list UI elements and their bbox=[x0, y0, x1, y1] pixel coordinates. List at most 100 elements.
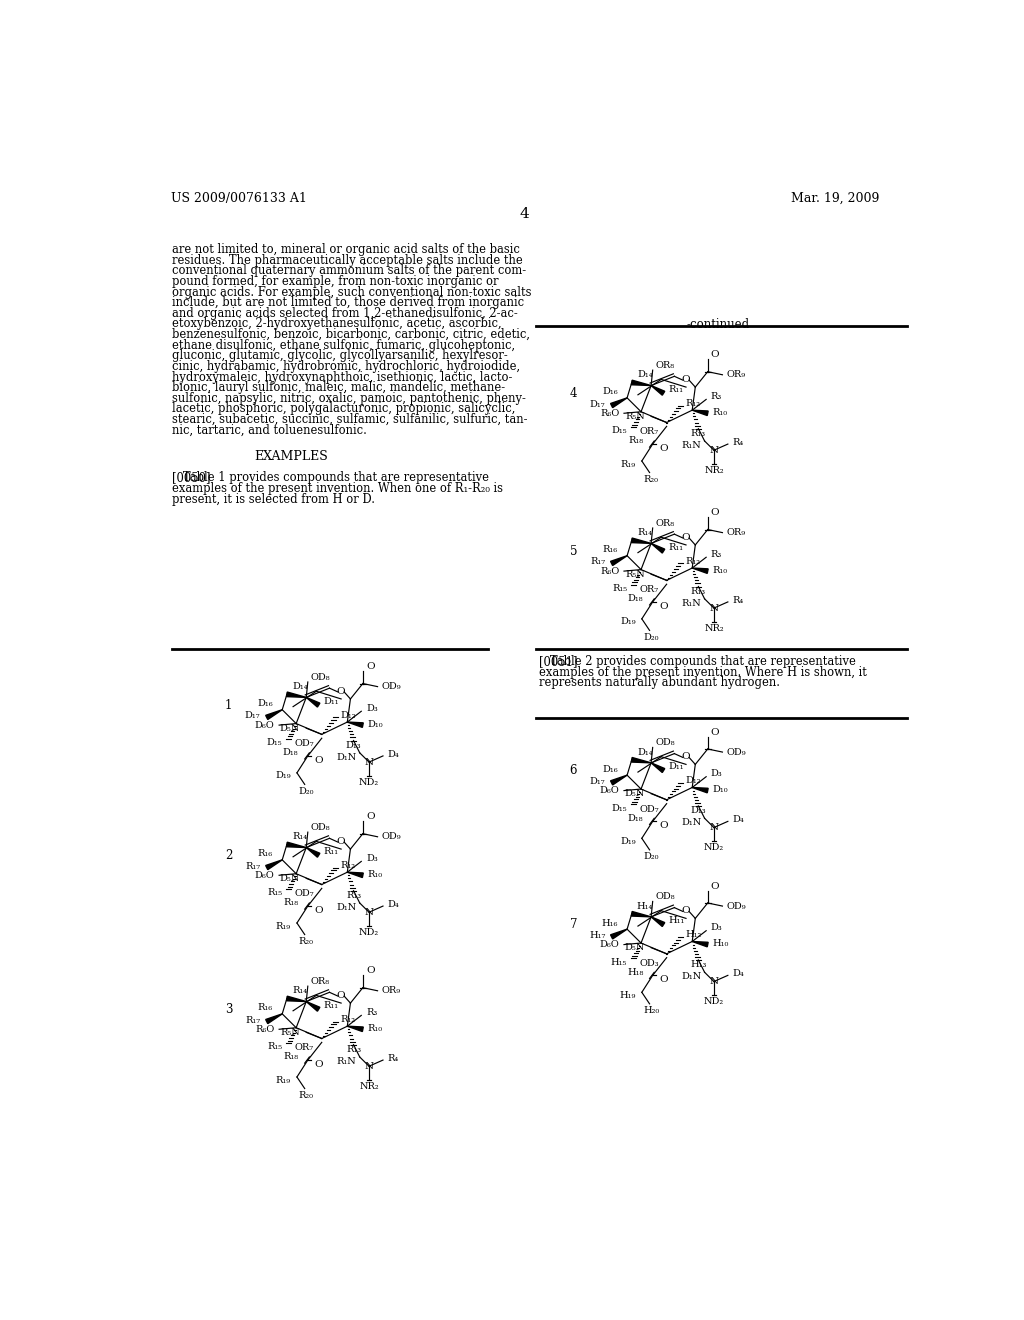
Text: R₁₄: R₁₄ bbox=[293, 986, 307, 995]
Polygon shape bbox=[306, 1002, 319, 1011]
Polygon shape bbox=[265, 1014, 283, 1023]
Polygon shape bbox=[692, 941, 709, 946]
Text: [0051]: [0051] bbox=[539, 655, 578, 668]
Text: D₄: D₄ bbox=[388, 750, 399, 759]
Text: R₁₁: R₁₁ bbox=[324, 847, 338, 855]
Text: H₁₈: H₁₈ bbox=[627, 968, 643, 977]
Text: OD₃: OD₃ bbox=[640, 958, 659, 968]
Text: D₂₀: D₂₀ bbox=[299, 787, 314, 796]
Polygon shape bbox=[347, 873, 364, 878]
Polygon shape bbox=[306, 847, 319, 857]
Text: cinic, hydrabamic, hydrobromic, hydrochloric, hydroiodide,: cinic, hydrabamic, hydrobromic, hydrochl… bbox=[172, 360, 520, 374]
Text: D₁₇: D₁₇ bbox=[245, 711, 260, 721]
Text: H₁₇: H₁₇ bbox=[589, 931, 605, 940]
Text: D₅N: D₅N bbox=[625, 789, 645, 799]
Text: R₂₀: R₂₀ bbox=[299, 1092, 313, 1100]
Text: bionic, lauryl sulfonic, maleic, malic, mandelic, methane-: bionic, lauryl sulfonic, maleic, malic, … bbox=[172, 381, 505, 395]
Text: H₂₀: H₂₀ bbox=[643, 1006, 659, 1015]
Text: R₁₆: R₁₆ bbox=[258, 849, 273, 858]
Text: OD₈: OD₈ bbox=[655, 892, 676, 902]
Text: O: O bbox=[711, 508, 720, 517]
Text: D₁₇: D₁₇ bbox=[590, 400, 605, 408]
Text: NR₂: NR₂ bbox=[705, 466, 724, 475]
Text: D₁₅: D₁₅ bbox=[266, 738, 283, 747]
Text: D₆O: D₆O bbox=[255, 721, 274, 730]
Text: D₁₄: D₁₄ bbox=[292, 682, 308, 692]
Text: 7: 7 bbox=[569, 917, 578, 931]
Text: R₁₅: R₁₅ bbox=[267, 888, 283, 898]
Text: R₄: R₄ bbox=[732, 595, 743, 605]
Text: OD₇: OD₇ bbox=[295, 739, 314, 748]
Text: D₅N: D₅N bbox=[625, 944, 645, 952]
Text: R₂₀: R₂₀ bbox=[299, 937, 313, 946]
Polygon shape bbox=[610, 397, 627, 408]
Text: D₃: D₃ bbox=[711, 923, 723, 932]
Polygon shape bbox=[651, 763, 665, 772]
Polygon shape bbox=[306, 697, 319, 708]
Text: O: O bbox=[658, 821, 668, 830]
Text: R₁₁: R₁₁ bbox=[669, 385, 683, 393]
Polygon shape bbox=[265, 859, 283, 870]
Text: EXAMPLES: EXAMPLES bbox=[254, 450, 328, 463]
Text: N: N bbox=[365, 758, 374, 767]
Text: R₁₀: R₁₀ bbox=[713, 408, 727, 417]
Text: R₁₀: R₁₀ bbox=[713, 566, 727, 574]
Text: and organic acids selected from 1,2-ethanedisulfonic, 2-ac-: and organic acids selected from 1,2-etha… bbox=[172, 306, 518, 319]
Text: O: O bbox=[711, 882, 720, 891]
Text: R₁₂: R₁₂ bbox=[685, 399, 700, 408]
Text: R₁₈: R₁₈ bbox=[284, 899, 299, 907]
Text: ND₂: ND₂ bbox=[703, 843, 724, 851]
Text: R₁₂: R₁₂ bbox=[340, 1015, 355, 1024]
Text: OR₇: OR₇ bbox=[640, 585, 658, 594]
Polygon shape bbox=[651, 917, 665, 927]
Text: OD₇: OD₇ bbox=[640, 805, 659, 813]
Text: stearic, subacetic, succinic, sulfamic, sulfanilic, sulfuric, tan-: stearic, subacetic, succinic, sulfamic, … bbox=[172, 413, 527, 426]
Text: [0050]: [0050] bbox=[172, 471, 211, 484]
Text: O: O bbox=[337, 686, 345, 696]
Text: residues. The pharmaceutically acceptable salts include the: residues. The pharmaceutically acceptabl… bbox=[172, 253, 523, 267]
Text: D₁₅: D₁₅ bbox=[611, 426, 627, 436]
Text: OR₈: OR₈ bbox=[655, 519, 675, 528]
Text: -continued: -continued bbox=[687, 318, 751, 331]
Text: R₅N: R₅N bbox=[626, 412, 645, 421]
Text: 4: 4 bbox=[520, 207, 529, 220]
Text: D₂₀: D₂₀ bbox=[643, 853, 658, 861]
Polygon shape bbox=[632, 539, 651, 544]
Text: OR₈: OR₈ bbox=[655, 362, 675, 370]
Text: present, it is selected from H or D.: present, it is selected from H or D. bbox=[172, 492, 375, 506]
Polygon shape bbox=[692, 788, 709, 793]
Text: H₁₁: H₁₁ bbox=[669, 916, 685, 925]
Text: R₁₃: R₁₃ bbox=[346, 1045, 361, 1053]
Text: OR₉: OR₉ bbox=[726, 528, 745, 537]
Text: Table 2 provides compounds that are representative: Table 2 provides compounds that are repr… bbox=[539, 655, 856, 668]
Text: D₁₂: D₁₂ bbox=[685, 776, 700, 785]
Text: represents naturally abundant hydrogen.: represents naturally abundant hydrogen. bbox=[539, 676, 779, 689]
Text: D₁₈: D₁₈ bbox=[628, 594, 643, 603]
Text: D₁₁: D₁₁ bbox=[669, 762, 684, 771]
Text: O: O bbox=[711, 727, 720, 737]
Text: D₁₆: D₁₆ bbox=[602, 764, 617, 774]
Text: R₁₀: R₁₀ bbox=[368, 870, 383, 879]
Text: D₁₃: D₁₃ bbox=[346, 741, 361, 750]
Text: O: O bbox=[658, 975, 668, 985]
Text: R₁₇: R₁₇ bbox=[590, 557, 605, 566]
Text: D₆O: D₆O bbox=[600, 940, 620, 949]
Text: R₁₇: R₁₇ bbox=[246, 862, 260, 870]
Polygon shape bbox=[692, 568, 709, 573]
Text: ethane disulfonic, ethane sulfonic, fumaric, glucoheptonic,: ethane disulfonic, ethane sulfonic, fuma… bbox=[172, 339, 515, 351]
Text: Mar. 19, 2009: Mar. 19, 2009 bbox=[791, 191, 879, 205]
Text: H₁₀: H₁₀ bbox=[713, 940, 729, 948]
Text: R₄: R₄ bbox=[732, 438, 743, 447]
Text: OD₇: OD₇ bbox=[295, 890, 314, 898]
Text: ND₂: ND₂ bbox=[359, 928, 379, 937]
Polygon shape bbox=[347, 1026, 364, 1031]
Text: lacetic, phosphoric, polygalacturonic, propionic, salicyclic,: lacetic, phosphoric, polygalacturonic, p… bbox=[172, 403, 515, 416]
Text: O: O bbox=[366, 966, 375, 975]
Text: D₄: D₄ bbox=[732, 969, 744, 978]
Text: N: N bbox=[365, 908, 374, 916]
Text: R₁N: R₁N bbox=[682, 441, 701, 450]
Text: 6: 6 bbox=[569, 764, 578, 777]
Polygon shape bbox=[610, 929, 627, 939]
Text: R₁₉: R₁₉ bbox=[275, 1076, 291, 1085]
Text: 1: 1 bbox=[225, 698, 232, 711]
